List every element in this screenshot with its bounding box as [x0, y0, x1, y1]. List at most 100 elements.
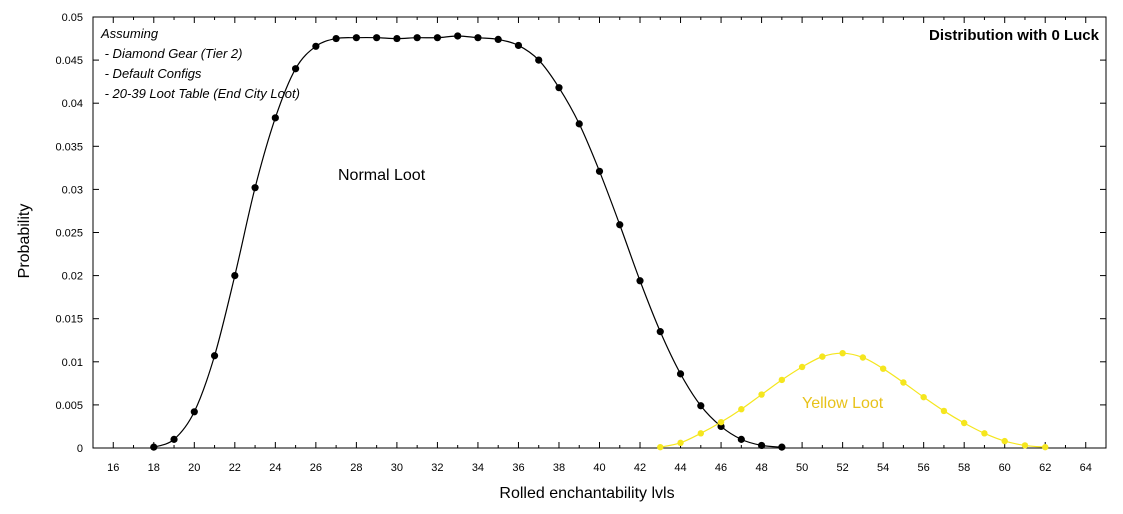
x-tick-label: 28	[350, 462, 362, 474]
data-point	[1001, 437, 1008, 445]
annotation-line: - Default Configs	[101, 66, 202, 81]
data-point	[170, 435, 178, 443]
x-tick-label: 38	[553, 462, 565, 474]
x-tick-label: 56	[918, 462, 930, 474]
data-point	[190, 408, 198, 416]
y-tick-label: 0.04	[62, 98, 83, 110]
data-point	[900, 379, 907, 386]
data-point	[150, 443, 158, 451]
y-tick-label: 0.035	[55, 141, 83, 153]
x-tick-label: 20	[188, 462, 200, 474]
y-tick-label: 0.005	[55, 400, 83, 412]
data-point	[271, 114, 279, 122]
x-tick-label: 48	[755, 462, 767, 474]
y-tick-label: 0.01	[62, 357, 83, 369]
data-point	[1042, 443, 1049, 451]
data-point	[535, 56, 543, 64]
x-tick-label: 36	[512, 462, 524, 474]
data-point	[575, 120, 583, 128]
data-point	[879, 365, 887, 372]
y-tick-label: 0	[77, 443, 83, 455]
y-axis-title: Probability	[16, 204, 33, 279]
data-point	[636, 277, 644, 285]
chart-title: Distribution with 0 Luck	[929, 27, 1100, 44]
x-tick-label: 46	[715, 462, 727, 474]
x-tick-label: 18	[148, 462, 160, 474]
y-tick-label: 0.02	[62, 271, 83, 283]
data-point	[494, 35, 502, 44]
data-point	[758, 391, 765, 398]
x-axis-title: Rolled enchantability lvls	[499, 485, 674, 502]
x-tick-label: 16	[107, 462, 119, 474]
data-point	[555, 84, 563, 92]
series-normal-loot	[150, 32, 786, 451]
y-tick-label: 0.015	[55, 314, 83, 326]
data-point	[697, 402, 705, 410]
x-tick-label: 64	[1080, 462, 1092, 474]
x-tick-label: 32	[431, 462, 443, 474]
y-tick-label: 0.03	[62, 184, 83, 196]
data-point	[697, 430, 704, 437]
data-point	[595, 167, 604, 175]
y-tick-label: 0.05	[62, 12, 83, 24]
data-point	[676, 370, 685, 378]
data-point	[251, 184, 259, 192]
x-tick-label: 24	[269, 462, 281, 474]
data-point	[960, 419, 968, 427]
annotation-line: - Diamond Gear (Tier 2)	[101, 46, 242, 61]
x-tick-label: 62	[1039, 462, 1051, 474]
x-tick-label: 50	[796, 462, 808, 474]
series-yellow-loot	[657, 349, 1049, 451]
data-point	[312, 42, 320, 50]
x-tick-label: 54	[877, 462, 889, 474]
data-point	[819, 353, 826, 360]
y-tick-label: 0.025	[55, 228, 83, 240]
data-point	[657, 443, 664, 451]
series-label-normal-loot: Normal Loot	[338, 167, 426, 184]
series-layer	[150, 32, 1049, 451]
data-point	[920, 393, 927, 401]
data-point	[717, 418, 725, 426]
data-point	[231, 272, 239, 280]
data-point	[292, 65, 300, 73]
data-point	[778, 376, 786, 384]
plot-area	[92, 16, 1107, 449]
annotation-line: Assuming	[100, 26, 159, 41]
data-point	[677, 439, 684, 447]
data-point	[210, 352, 219, 360]
x-tick-label: 34	[472, 462, 484, 474]
x-tick-label: 58	[958, 462, 970, 474]
data-point	[981, 430, 988, 437]
x-tick-label: 42	[634, 462, 646, 474]
data-point	[373, 34, 381, 42]
data-point	[1021, 442, 1029, 449]
x-tick-label: 60	[999, 462, 1011, 474]
data-point	[738, 406, 745, 413]
data-point	[737, 435, 745, 443]
x-tick-label: 22	[229, 462, 241, 474]
data-point	[940, 407, 948, 415]
data-point	[839, 349, 846, 357]
annotation-line: - 20-39 Loot Table (End City Loot)	[101, 86, 300, 101]
x-tick-label: 26	[310, 462, 322, 474]
y-tick-label: 0.045	[55, 55, 83, 67]
data-point	[474, 34, 482, 42]
data-point	[413, 34, 421, 42]
data-point	[332, 34, 340, 43]
data-point	[656, 328, 664, 336]
data-point	[757, 441, 766, 450]
data-point	[859, 354, 867, 361]
data-point	[778, 443, 786, 451]
data-point	[352, 34, 360, 42]
x-tick-label: 30	[391, 462, 403, 474]
x-tick-label: 52	[836, 462, 848, 474]
data-point	[616, 221, 624, 229]
x-axis-ticks: 16 18 20 22 24 26 28 30 32 34 36 38 40 42 44 46 48 50 52 54…	[92, 17, 1107, 474]
x-tick-label: 44	[674, 462, 686, 474]
annotation-box: Assuming - Diamond Gear (Tier 2) - Defau…	[100, 26, 300, 101]
series-line	[153, 35, 782, 448]
y-axis-ticks: 0 0.005 0.01 0.015 0.02 0.025 0.03 0.035 0.04 0.0…	[55, 12, 1106, 455]
x-tick-label: 40	[593, 462, 605, 474]
